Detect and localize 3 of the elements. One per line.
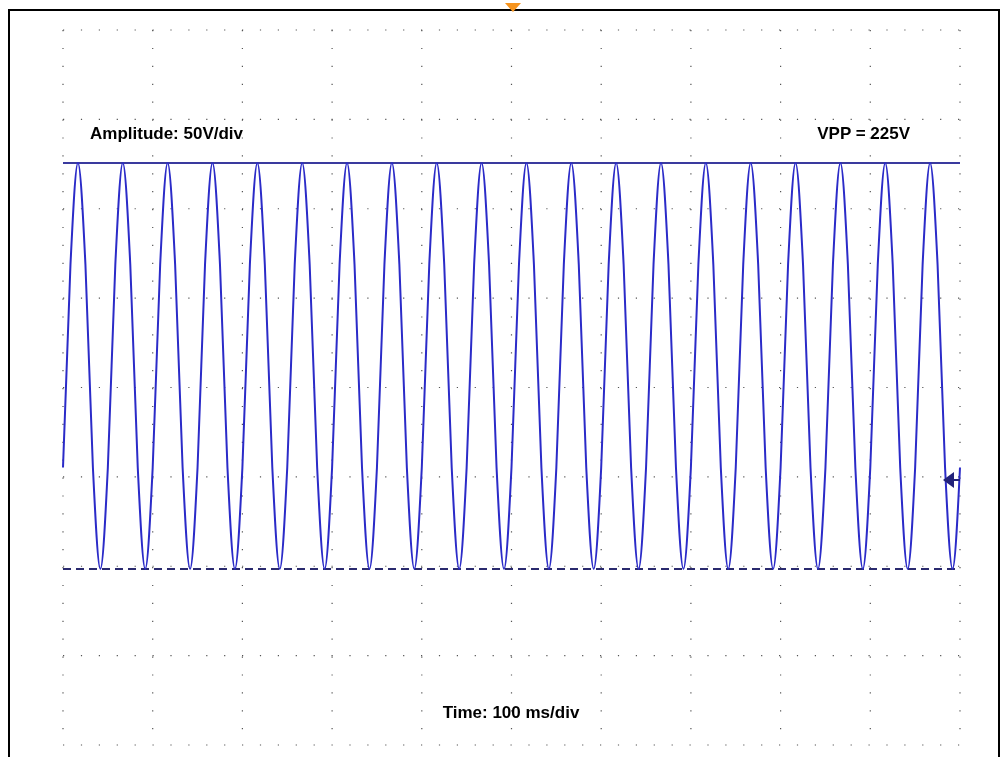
text: VPP = 225V xyxy=(817,124,911,143)
text: Amplitude: 50V/div xyxy=(90,124,244,143)
text: Time: 100 ms/div xyxy=(442,703,580,722)
